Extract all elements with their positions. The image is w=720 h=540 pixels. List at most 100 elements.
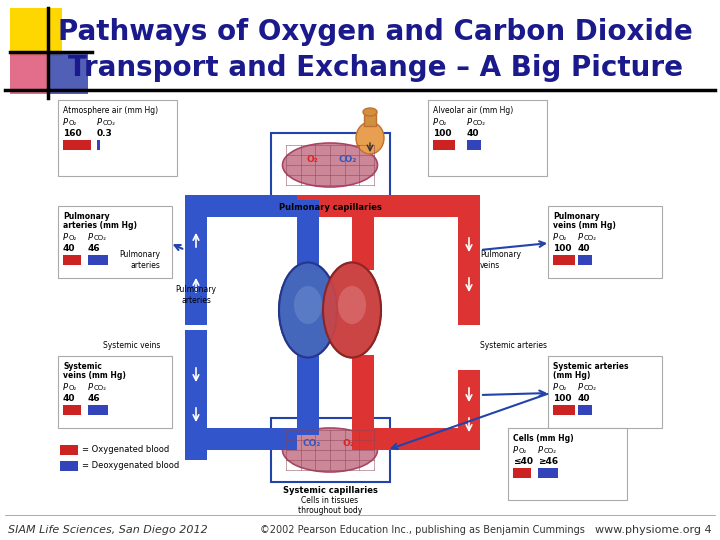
Text: Systemic veins: Systemic veins <box>103 341 160 349</box>
Text: O₂: O₂ <box>559 235 567 241</box>
Text: ©2002 Pearson Education Inc., publishing as Benjamin Cummings: ©2002 Pearson Education Inc., publishing… <box>260 525 585 535</box>
Text: CO₂: CO₂ <box>473 120 486 126</box>
Bar <box>538 468 558 478</box>
Text: O₂: O₂ <box>69 235 77 241</box>
Bar <box>352 428 458 450</box>
Ellipse shape <box>356 122 384 154</box>
Text: CO₂: CO₂ <box>584 235 597 241</box>
FancyBboxPatch shape <box>58 100 177 176</box>
Bar <box>185 200 207 325</box>
Text: 100: 100 <box>553 394 572 403</box>
Text: = Deoxygenated blood: = Deoxygenated blood <box>82 462 179 470</box>
Text: O₂: O₂ <box>519 448 527 454</box>
Bar <box>185 195 207 217</box>
Text: O₂: O₂ <box>559 385 567 391</box>
Text: P: P <box>88 383 93 392</box>
FancyBboxPatch shape <box>428 100 547 176</box>
Bar <box>458 370 480 450</box>
Text: Pulmonary capillaries: Pulmonary capillaries <box>279 203 382 212</box>
Text: P: P <box>88 233 93 242</box>
Text: O₂: O₂ <box>439 120 447 126</box>
Bar <box>553 255 575 265</box>
Bar <box>297 200 319 270</box>
Text: Pulmonary: Pulmonary <box>63 212 109 221</box>
Ellipse shape <box>363 108 377 116</box>
Text: P: P <box>433 118 438 127</box>
Text: Systemic arteries: Systemic arteries <box>480 341 547 349</box>
Bar <box>382 428 458 450</box>
Text: Systemic: Systemic <box>63 362 102 371</box>
Bar <box>185 428 278 450</box>
Text: P: P <box>63 233 68 242</box>
Bar <box>185 195 278 217</box>
Text: 160: 160 <box>63 129 81 138</box>
Ellipse shape <box>282 428 377 472</box>
Bar <box>60 461 78 471</box>
Bar <box>63 255 81 265</box>
Text: 46: 46 <box>88 244 101 253</box>
FancyBboxPatch shape <box>58 356 172 428</box>
Text: CO₂: CO₂ <box>94 235 107 241</box>
Text: (mm Hg): (mm Hg) <box>553 371 590 380</box>
Bar <box>185 428 297 450</box>
FancyBboxPatch shape <box>548 206 662 278</box>
Text: P: P <box>63 118 68 127</box>
Text: O₂: O₂ <box>69 385 77 391</box>
Bar <box>364 112 376 126</box>
Text: CO₂: CO₂ <box>544 448 557 454</box>
Bar <box>185 330 207 460</box>
Ellipse shape <box>294 286 322 324</box>
Text: 100: 100 <box>433 129 451 138</box>
Bar <box>352 200 374 270</box>
Bar <box>88 255 108 265</box>
Bar <box>48 52 88 94</box>
Text: Alveolar air (mm Hg): Alveolar air (mm Hg) <box>433 106 513 115</box>
Text: Pulmonary
arteries: Pulmonary arteries <box>176 285 217 305</box>
FancyBboxPatch shape <box>548 356 662 428</box>
Text: Cells (mm Hg): Cells (mm Hg) <box>513 434 574 443</box>
Text: Systemic arteries: Systemic arteries <box>553 362 629 371</box>
Text: P: P <box>97 118 102 127</box>
Ellipse shape <box>282 143 377 187</box>
Bar <box>10 8 62 56</box>
Text: O₂: O₂ <box>342 440 354 449</box>
Text: 40: 40 <box>467 129 480 138</box>
Text: P: P <box>513 446 518 455</box>
Bar <box>10 52 50 94</box>
Bar <box>60 445 78 455</box>
Text: Pulmonary
arteries: Pulmonary arteries <box>119 251 160 269</box>
FancyBboxPatch shape <box>271 133 390 197</box>
Text: arteries (mm Hg): arteries (mm Hg) <box>63 221 137 230</box>
Text: 0.3: 0.3 <box>97 129 113 138</box>
Text: 40: 40 <box>63 394 76 403</box>
Ellipse shape <box>323 262 381 357</box>
Text: 46: 46 <box>88 394 101 403</box>
Text: CO₂: CO₂ <box>339 154 357 164</box>
Bar <box>185 195 297 217</box>
Text: www.physiome.org 4: www.physiome.org 4 <box>595 525 712 535</box>
Text: Systemic capillaries: Systemic capillaries <box>282 486 377 495</box>
Bar <box>63 405 81 415</box>
Bar <box>352 355 374 435</box>
Text: CO₂: CO₂ <box>584 385 597 391</box>
Bar <box>97 140 100 150</box>
Text: O₂: O₂ <box>306 154 318 164</box>
Text: P: P <box>578 233 583 242</box>
Bar <box>553 405 575 415</box>
Text: P: P <box>578 383 583 392</box>
Text: 40: 40 <box>578 394 590 403</box>
Bar <box>297 355 319 435</box>
Text: Cells in tissues
throughout body: Cells in tissues throughout body <box>298 496 362 515</box>
Text: CO₂: CO₂ <box>103 120 116 126</box>
Text: Pulmonary: Pulmonary <box>553 212 600 221</box>
Bar <box>578 255 592 265</box>
Text: 100: 100 <box>553 244 572 253</box>
FancyBboxPatch shape <box>271 418 390 482</box>
Bar <box>513 468 531 478</box>
Bar <box>433 140 455 150</box>
Text: CO₂: CO₂ <box>303 440 321 449</box>
Ellipse shape <box>338 286 366 324</box>
Text: P: P <box>553 233 558 242</box>
Bar <box>352 195 458 217</box>
Ellipse shape <box>338 286 366 324</box>
